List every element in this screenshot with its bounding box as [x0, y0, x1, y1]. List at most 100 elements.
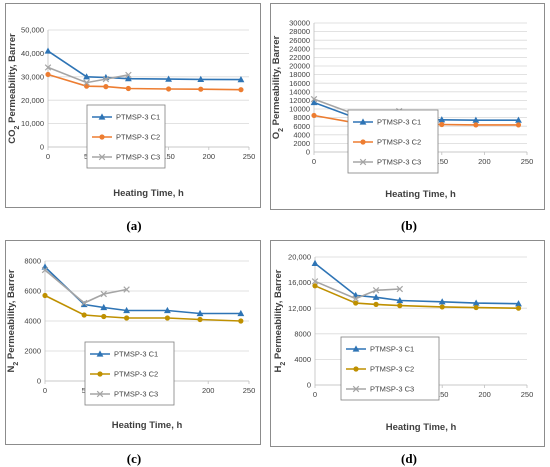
y-tick-label: 10000	[289, 105, 310, 114]
data-point	[41, 266, 49, 274]
legend-label: PTMSP-3 C1	[114, 350, 158, 359]
data-point	[312, 283, 318, 289]
y-tick-label: 20000	[289, 62, 310, 71]
data-point	[439, 121, 445, 128]
data-point	[310, 95, 318, 103]
legend-marker	[96, 390, 104, 398]
y-tick-label: 0	[306, 148, 310, 157]
legend-item: PTMSP-3 C2	[90, 370, 158, 379]
data-point	[472, 116, 480, 123]
series-1	[44, 47, 245, 83]
data-point	[45, 71, 51, 78]
data-point	[196, 309, 204, 317]
legend-item: PTMSP-3 C3	[90, 390, 158, 399]
series-2	[312, 283, 522, 311]
data-point	[473, 304, 479, 311]
y-tick-label: 22000	[289, 53, 310, 62]
y-tick-label: 8000	[294, 329, 311, 338]
x-tick-label: 0	[313, 390, 317, 399]
x-axis-title: Heating Time, h	[112, 420, 183, 431]
x-tick-label: 200	[203, 152, 216, 161]
data-point	[515, 305, 522, 311]
y-tick-label: 4000	[294, 355, 311, 364]
legend-item: PTMSP-3 C2	[346, 365, 414, 374]
caption-c: (c)	[126, 451, 142, 466]
data-point	[123, 306, 130, 314]
legend-marker	[352, 385, 360, 393]
data-point	[166, 86, 172, 92]
y-tick-label: 24000	[289, 44, 310, 53]
data-point	[125, 85, 131, 92]
data-point	[352, 295, 359, 302]
data-point	[396, 296, 404, 304]
legend-marker	[360, 139, 366, 145]
x-tick-label: 150	[162, 152, 175, 161]
y-tick-label: 6000	[24, 287, 41, 296]
legend-item: PTMSP-3 C3	[92, 153, 160, 162]
legend-marker	[359, 158, 367, 166]
x-tick-label: 250	[521, 157, 534, 166]
data-point	[81, 312, 87, 318]
series-line	[314, 280, 400, 300]
x-tick-label: 250	[243, 386, 256, 395]
data-point	[41, 263, 49, 270]
legend-item: PTMSP-3 C3	[353, 158, 421, 167]
x-axis-title: Heating Time, h	[113, 188, 184, 199]
data-point	[102, 75, 110, 83]
data-point	[164, 315, 170, 321]
legend-item: PTMSP-3 C1	[346, 345, 414, 354]
legend-marker	[352, 345, 360, 352]
data-point	[197, 75, 205, 82]
y-tick-label: 20,000	[21, 96, 44, 105]
data-point	[473, 122, 479, 128]
series-line	[47, 66, 129, 84]
data-point	[238, 87, 244, 93]
legend-item: PTMSP-3 C1	[353, 118, 421, 127]
y-tick-label: 0	[40, 143, 44, 152]
y-tick-label: 8000	[293, 113, 310, 122]
legend-item: PTMSP-3 C2	[92, 133, 160, 142]
y-axis-title: H2 Permeability, Barrer	[273, 269, 287, 372]
data-point	[311, 112, 317, 119]
series-line	[44, 266, 241, 315]
legend-label: PTMSP-3 C3	[114, 390, 158, 399]
data-point	[100, 303, 108, 311]
legend-label: PTMSP-3 C3	[116, 153, 160, 162]
y-tick-label: 30,000	[21, 72, 44, 81]
data-point	[311, 278, 319, 285]
y-tick-label: 16000	[289, 79, 310, 88]
data-point	[165, 75, 172, 82]
legend: PTMSP-3 C1 PTMSP-3 C2 PTMSP-3 C3	[84, 341, 175, 406]
data-point	[197, 316, 203, 323]
y-tick-label: 0	[37, 377, 41, 386]
legend-marker	[99, 134, 105, 140]
data-point	[515, 300, 522, 307]
x-tick-label: 200	[478, 390, 491, 399]
y-tick-label: 2000	[293, 139, 310, 148]
y-tick-label: 14000	[289, 87, 310, 96]
x-tick-label: 150	[436, 157, 449, 166]
caption-d: (d)	[401, 451, 417, 466]
legend-label: PTMSP-3 C3	[377, 158, 421, 167]
y-tick-label: 12,000	[288, 304, 311, 313]
y-tick-label: 40,000	[21, 49, 44, 58]
legend: PTMSP-3 C1 PTMSP-3 C2 PTMSP-3 C3	[86, 104, 166, 169]
data-point	[124, 315, 130, 321]
x-tick-label: 150	[436, 390, 449, 399]
y-tick-label: 6000	[293, 122, 310, 131]
legend-marker	[96, 350, 104, 357]
data-point	[396, 285, 404, 293]
x-tick-label: 250	[521, 390, 534, 399]
data-point	[472, 299, 480, 306]
data-point	[125, 75, 132, 82]
y-tick-label: 18000	[289, 70, 310, 79]
legend-marker	[98, 153, 106, 161]
legend-label: PTMSP-3 C1	[370, 345, 414, 354]
data-point	[439, 304, 445, 310]
series-3	[311, 278, 404, 302]
y-axis-title: O2 Permeability, Barrer	[271, 35, 285, 139]
series-line	[44, 269, 127, 304]
series-line	[314, 262, 519, 305]
data-point	[238, 318, 244, 324]
legend-item: PTMSP-3 C1	[92, 113, 160, 122]
